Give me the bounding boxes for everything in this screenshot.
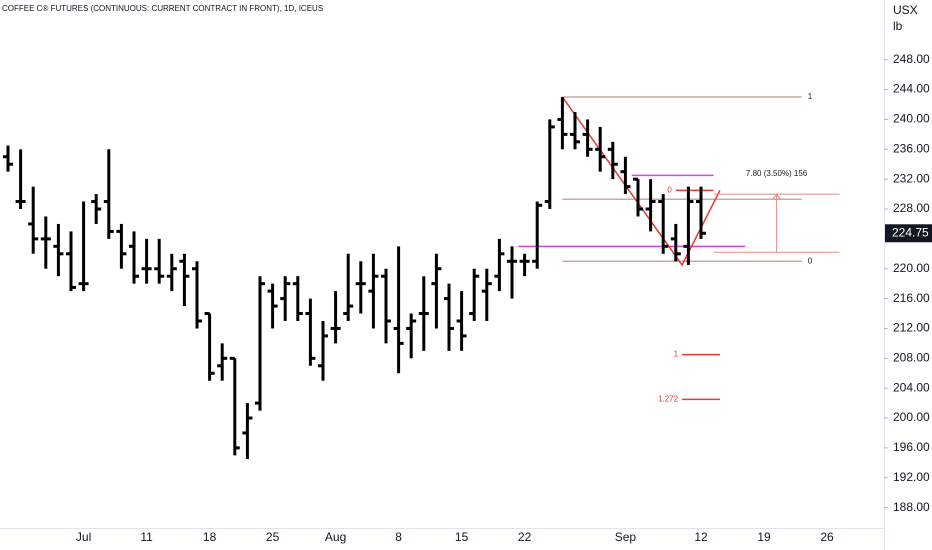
x-tick-label: Aug [325,530,346,544]
x-tick-label: 22 [518,530,532,544]
x-tick-label: 19 [757,530,771,544]
y-tick-label: 248.00 [893,52,930,66]
y-tick-label: 196.00 [893,440,930,454]
x-tick-label: 8 [395,530,402,544]
level-label: 0 [667,185,672,194]
x-tick-label: 15 [455,530,469,544]
y-tick-label: 244.00 [893,82,930,96]
y-tick-label: 228.00 [893,201,930,215]
level-label: 0 [808,256,813,265]
x-tick-label: Sep [615,530,637,544]
y-tick-label: 192.00 [893,470,930,484]
y-tick-label: 220.00 [893,261,930,275]
chart-title: COFFEE C® FUTURES (CONTINUOUS: CURRENT C… [2,4,323,13]
x-tick-label: Jul [76,530,91,544]
y-tick-label: 200.00 [893,410,930,424]
y-tick-label: 212.00 [893,321,930,335]
y-tick-label: 232.00 [893,171,930,185]
y-tick-label: 236.00 [893,141,930,155]
y-tick-label: 216.00 [893,291,930,305]
y-tick-label: 204.00 [893,380,930,394]
x-tick-label: 11 [140,530,153,544]
x-tick-label: 25 [266,530,280,544]
level-label: 1.272 [658,394,679,403]
x-tick-label: 18 [203,530,217,544]
trend-line [561,96,721,267]
x-tick-label: 12 [694,530,708,544]
range-arrow-head [772,193,782,201]
last-price-label: 224.75 [892,225,929,239]
y-tick-label: 208.00 [893,350,930,364]
level-label: 1 [808,92,813,101]
level-label: 1 [674,350,679,359]
y-tick-label: 188.00 [893,500,930,514]
range-label: 7.80 (3.50%) 156 [746,169,808,178]
x-tick-label: 26 [820,530,834,544]
unit-label: lb [893,19,903,33]
y-tick-label: 240.00 [893,112,930,126]
currency-label: USX [893,3,918,17]
last-price-box [885,224,932,243]
